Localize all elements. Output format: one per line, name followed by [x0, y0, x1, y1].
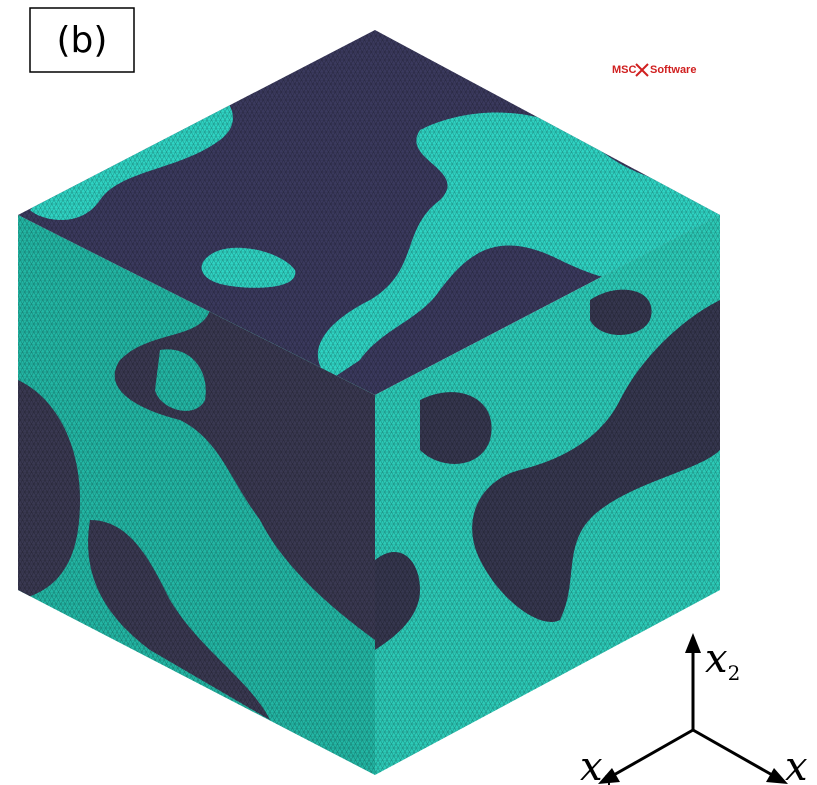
logo-mark [636, 64, 648, 76]
axis-triad [598, 633, 788, 784]
logo-right: Software [650, 64, 696, 76]
panel-label: (b) [57, 20, 108, 61]
axis-label-left: x1 [580, 744, 615, 785]
logo-left: MSC [612, 64, 637, 76]
axis-label-vertical: x2 [705, 636, 740, 685]
axis-label-right: x [785, 744, 808, 785]
figure: (b) MSC Software x2 x1 x [0, 0, 817, 785]
